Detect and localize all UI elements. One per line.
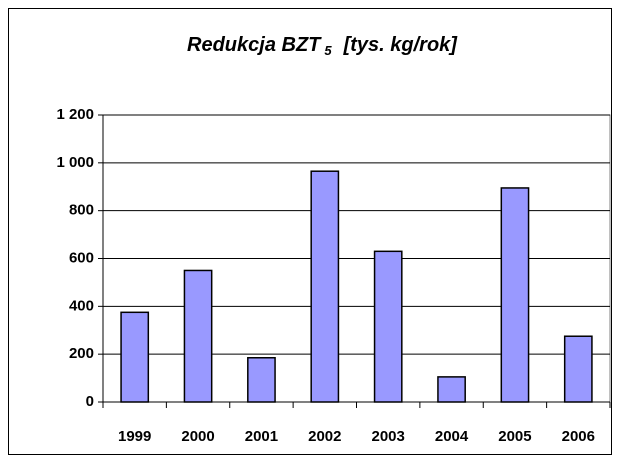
y-tick-label: 1 000 bbox=[56, 154, 94, 171]
title-main: Redukcja BZT bbox=[187, 34, 322, 56]
y-tick-label: 200 bbox=[69, 345, 94, 362]
title-subscript: 5 bbox=[324, 43, 332, 58]
x-tick-label: 2006 bbox=[562, 428, 595, 445]
x-tick-label: 1999 bbox=[118, 428, 151, 445]
x-tick-label: 2004 bbox=[435, 428, 469, 445]
x-tick-label: 2002 bbox=[308, 428, 341, 445]
bar bbox=[183, 269, 213, 403]
x-tick-label: 2005 bbox=[498, 428, 531, 445]
bar bbox=[563, 335, 593, 403]
y-tick-label: 800 bbox=[69, 202, 94, 219]
x-tick-label: 2000 bbox=[181, 428, 214, 445]
bar bbox=[310, 170, 340, 403]
y-tick-label: 1 200 bbox=[56, 106, 94, 123]
bar bbox=[500, 187, 530, 403]
bar bbox=[120, 311, 150, 403]
title-suffix: [tys. kg/rok] bbox=[343, 34, 459, 56]
x-tick-label: 2001 bbox=[245, 428, 278, 445]
chart-title: Redukcja BZT 5 [tys. kg/rok] bbox=[187, 34, 458, 58]
y-tick-label: 0 bbox=[86, 393, 94, 410]
y-tick-label: 400 bbox=[69, 297, 94, 314]
y-tick-label: 600 bbox=[69, 249, 94, 266]
bar bbox=[373, 250, 403, 403]
bar bbox=[437, 376, 466, 403]
bar bbox=[247, 357, 276, 403]
x-tick-label: 2003 bbox=[372, 428, 405, 445]
